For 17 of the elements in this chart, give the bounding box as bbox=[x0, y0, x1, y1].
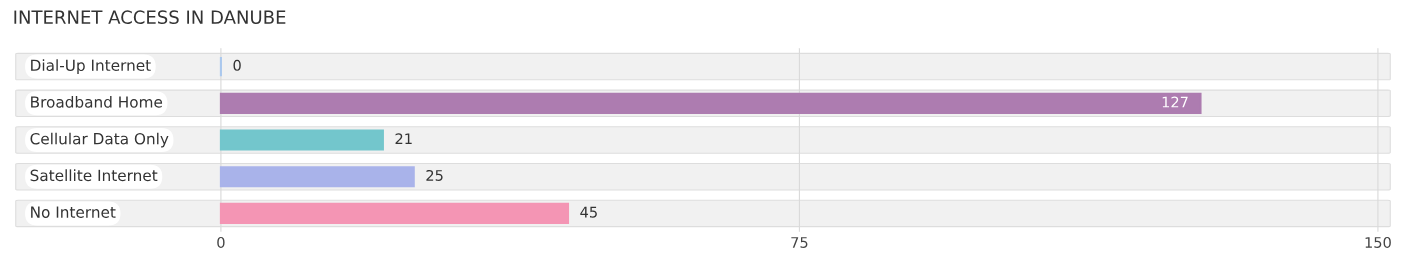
y-tick-label: No Internet bbox=[31, 206, 116, 218]
data-label: 21 bbox=[395, 133, 412, 145]
data-label: 127 bbox=[1162, 96, 1188, 108]
x-tick-label: 0 bbox=[217, 236, 225, 248]
x-tick-label: 75 bbox=[791, 237, 808, 248]
x-tick-label: 150 bbox=[1365, 236, 1391, 248]
y-tick-label: Dial-Up Internet bbox=[31, 59, 151, 74]
y-tick-label: Satellite Internet bbox=[30, 169, 158, 182]
bar bbox=[219, 129, 384, 151]
data-label: 45 bbox=[580, 206, 597, 218]
chart-title: INTERNET ACCESS IN DANUBE bbox=[14, 10, 286, 24]
data-label: 0 bbox=[233, 59, 241, 71]
bar bbox=[219, 166, 415, 188]
bar bbox=[219, 202, 570, 225]
data-label: 25 bbox=[426, 169, 443, 181]
y-tick-label: Broadband Home bbox=[31, 95, 163, 108]
y-tick-label: Cellular Data Only bbox=[30, 132, 169, 148]
